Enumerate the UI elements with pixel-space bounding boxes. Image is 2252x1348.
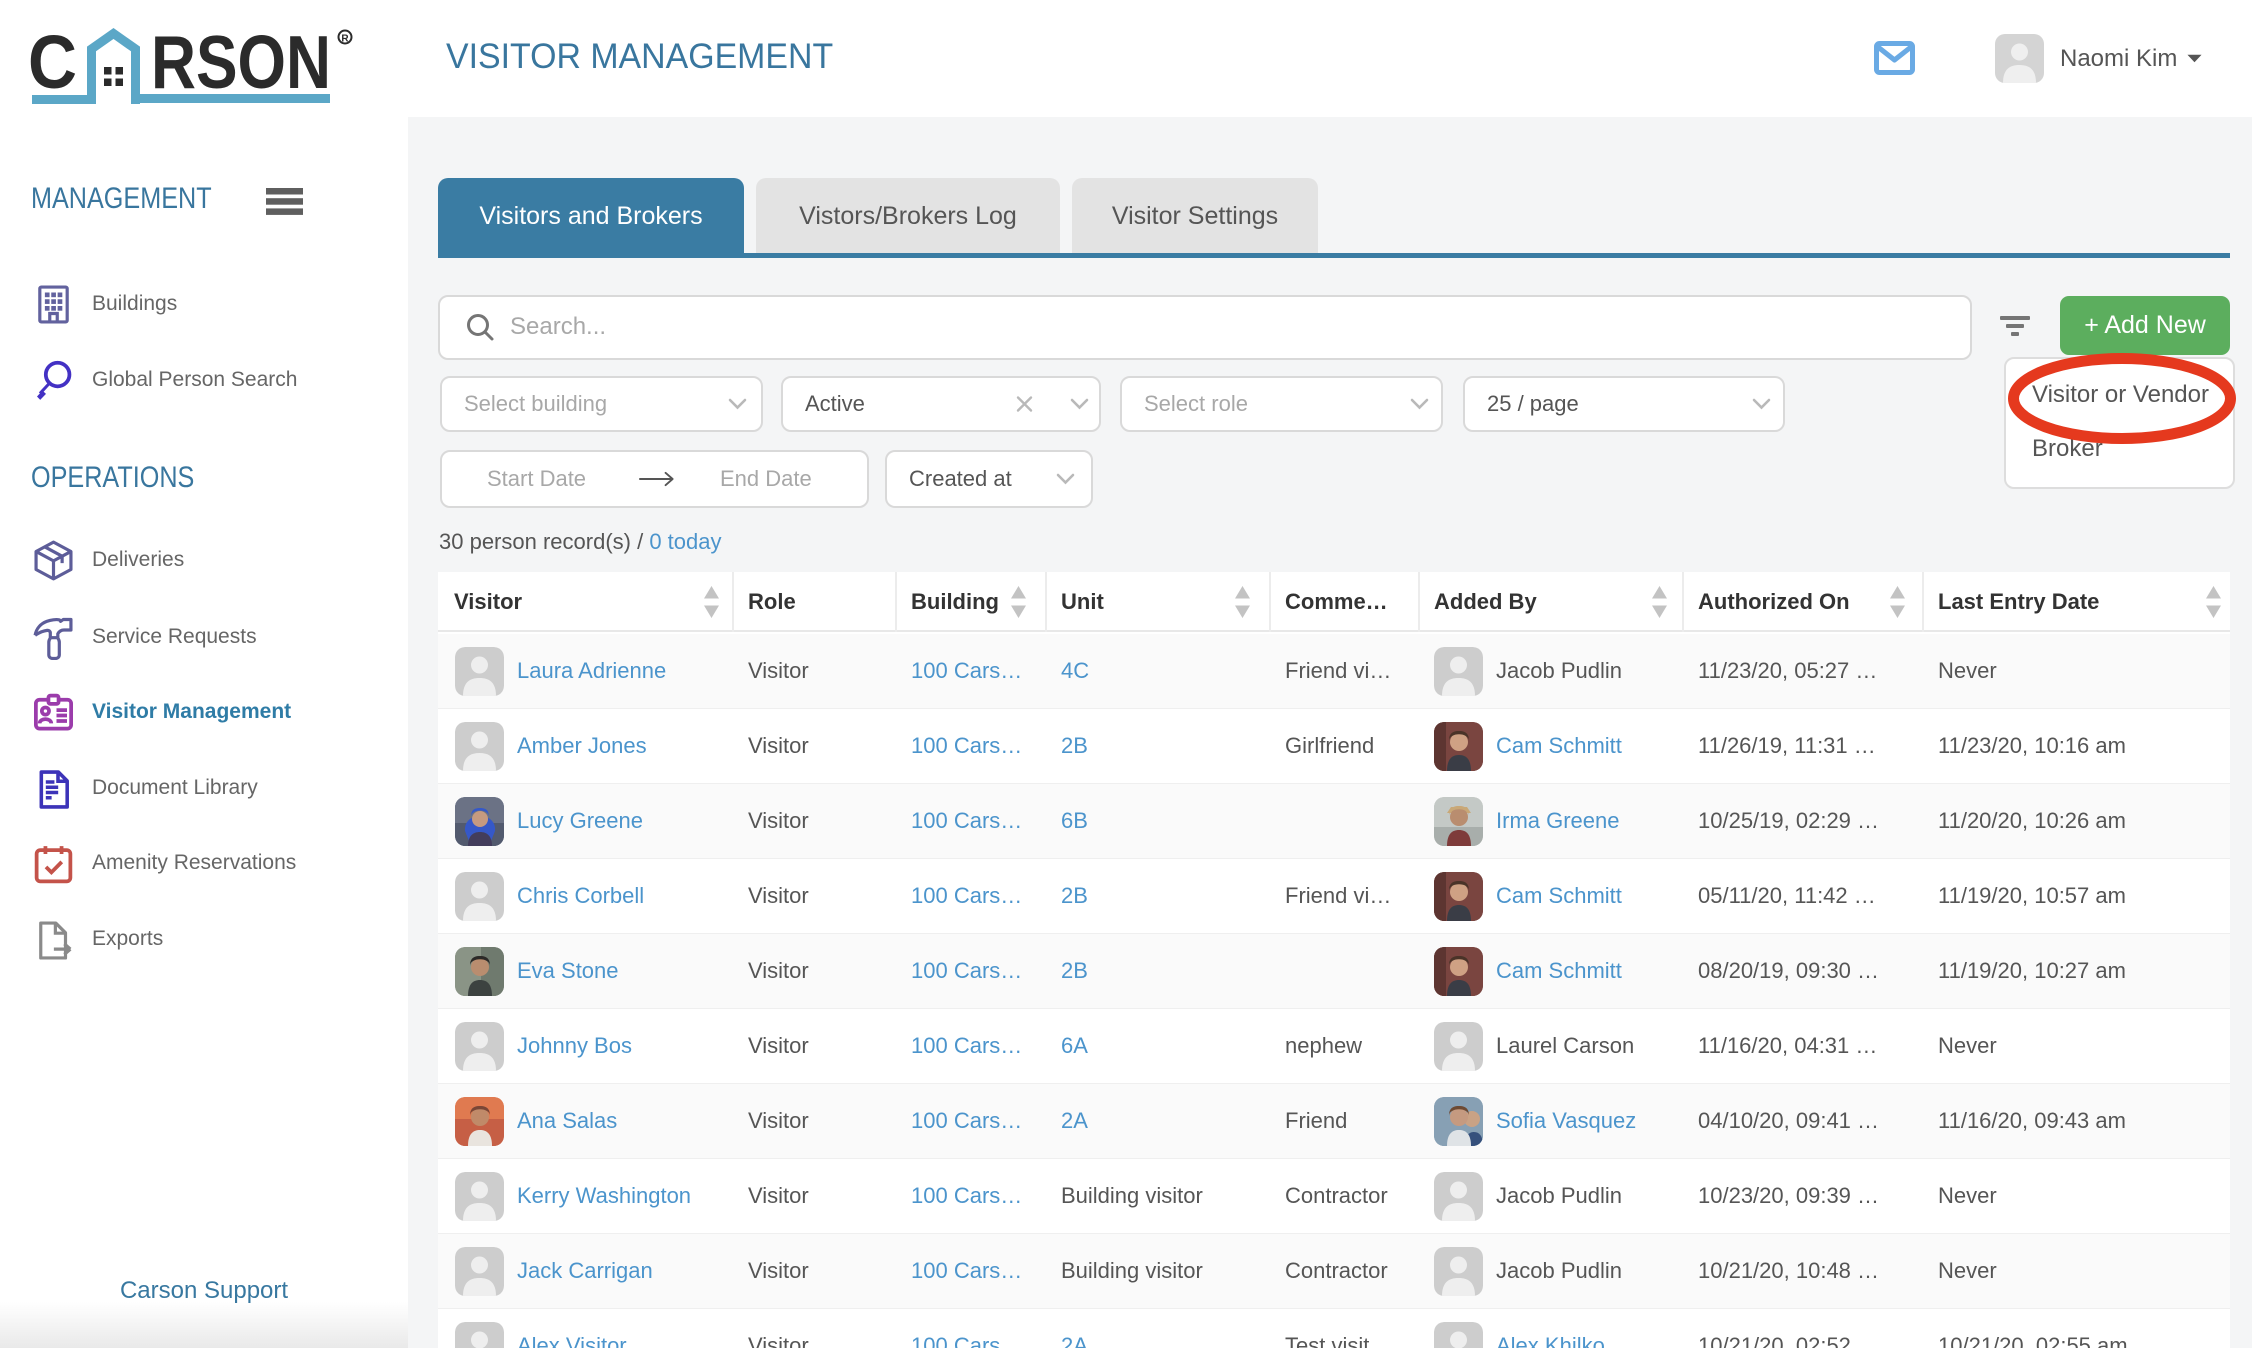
svg-text:C: C [30, 20, 77, 104]
svg-text:R: R [341, 34, 349, 45]
svg-text:RSON: RSON [151, 20, 331, 104]
